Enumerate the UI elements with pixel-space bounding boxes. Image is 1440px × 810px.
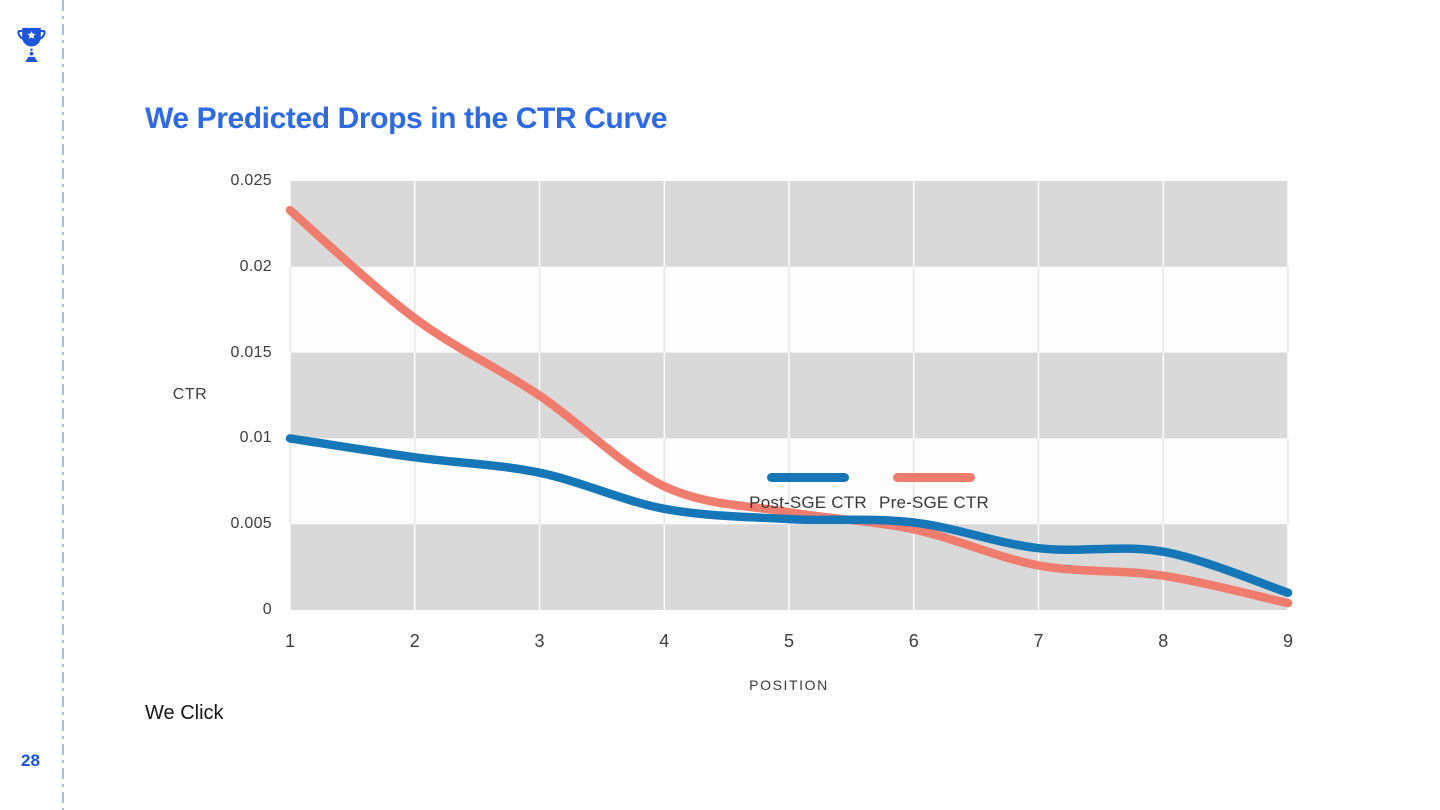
- x-tick-label: 6: [908, 631, 919, 651]
- legend-label-pre-sge: Pre-SGE CTR: [879, 493, 989, 512]
- slide-title: We Predicted Drops in the CTR Curve: [145, 102, 668, 135]
- y-tick-label: 0.005: [230, 515, 272, 533]
- y-tick-label: 0.02: [239, 257, 272, 275]
- left-dashed-rule: [62, 0, 64, 810]
- legend-swatch-pre-sge: [893, 473, 975, 482]
- ctr-line-chart: [285, 181, 1293, 610]
- page-number: 28: [21, 751, 40, 770]
- y-tick-label: 0.01: [239, 429, 272, 447]
- x-tick-label: 4: [659, 631, 670, 651]
- legend-entry-pre-sge: Pre-SGE CTR: [871, 473, 997, 513]
- x-tick-label: 7: [1033, 631, 1044, 651]
- x-tick-label: 3: [534, 631, 545, 651]
- chart-legend: Post-SGE CTR Pre-SGE CTR: [745, 473, 997, 513]
- legend-label-post-sge: Post-SGE CTR: [749, 493, 867, 512]
- y-tick-label: 0.015: [230, 343, 272, 361]
- x-tick-label: 8: [1158, 631, 1169, 651]
- y-tick-label: 0.025: [230, 172, 272, 189]
- chart-plot-area: Post-SGE CTR Pre-SGE CTR: [285, 181, 1293, 610]
- footer-text: We Click: [145, 702, 224, 724]
- y-tick-label: 0: [262, 601, 272, 618]
- x-tick-label: 2: [409, 631, 420, 651]
- legend-entry-post-sge: Post-SGE CTR: [745, 473, 871, 513]
- y-axis-title: CTR: [172, 386, 208, 403]
- legend-swatch-post-sge: [767, 473, 849, 482]
- x-tick-label: 9: [1282, 631, 1293, 651]
- x-tick-label: 5: [783, 631, 794, 651]
- x-axis-title: POSITION: [749, 677, 829, 693]
- trophy-icon: [17, 27, 46, 63]
- x-tick-label: 1: [284, 631, 295, 651]
